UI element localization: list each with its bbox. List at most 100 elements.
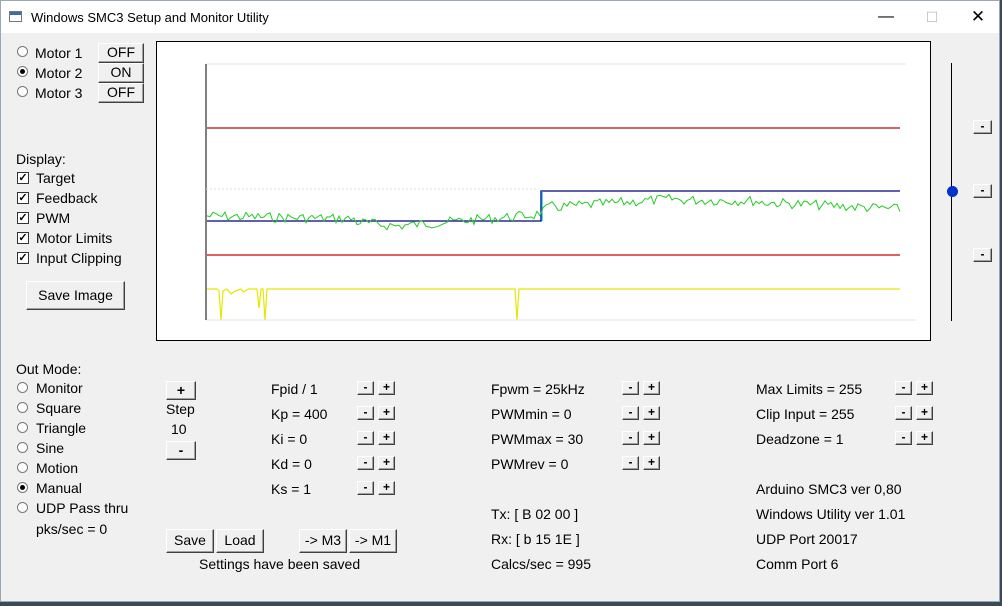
maximize-icon[interactable]: ☐ bbox=[925, 9, 939, 25]
kp-label: Kp = 400 bbox=[271, 406, 328, 422]
comm-port: Comm Port 6 bbox=[756, 556, 839, 572]
ks-minus-button[interactable]: - bbox=[357, 481, 374, 495]
pwmrev-plus-button[interactable]: + bbox=[643, 456, 660, 470]
pwm-checkbox[interactable]: ✓ bbox=[17, 212, 29, 224]
fpwm-minus-button[interactable]: - bbox=[622, 381, 639, 395]
title-bar: Windows SMC3 Setup and Monitor Utility —… bbox=[1, 1, 999, 33]
mode-triangle-radio[interactable] bbox=[17, 422, 28, 433]
feedback-trace bbox=[206, 193, 901, 231]
utility-version: Windows Utility ver 1.01 bbox=[756, 506, 906, 522]
mode-triangle-label: Triangle bbox=[36, 420, 87, 436]
app-icon bbox=[9, 11, 22, 22]
ki-label: Ki = 0 bbox=[271, 431, 308, 447]
kd-minus-button[interactable]: - bbox=[357, 456, 374, 470]
pwmmin-minus-button[interactable]: - bbox=[622, 406, 639, 420]
pwm-trace bbox=[207, 288, 900, 321]
ks-plus-button[interactable]: + bbox=[378, 481, 395, 495]
window-title: Windows SMC3 Setup and Monitor Utility bbox=[31, 10, 269, 25]
close-icon[interactable]: ✕ bbox=[970, 7, 986, 26]
copy-to-m1-button[interactable]: -> M1 bbox=[349, 529, 397, 553]
udp-port: UDP Port 20017 bbox=[756, 531, 858, 547]
feedback-label: Feedback bbox=[36, 190, 98, 206]
motor-3-radio[interactable] bbox=[17, 86, 28, 97]
pwmrev-label: PWMrev = 0 bbox=[491, 456, 569, 472]
step-increase-button[interactable]: + bbox=[166, 381, 196, 400]
motor-2-label: Motor 2 bbox=[35, 65, 83, 81]
fpwm-plus-button[interactable]: + bbox=[643, 381, 660, 395]
monitor-plot bbox=[156, 41, 931, 341]
mode-udp-label: UDP Pass thru bbox=[36, 500, 129, 516]
step-value: 10 bbox=[171, 421, 187, 437]
motor-2-radio[interactable] bbox=[17, 66, 28, 77]
clip-input-label: Clip Input = 255 bbox=[756, 406, 855, 422]
deadzone-plus-button[interactable]: + bbox=[916, 431, 933, 445]
scale-button-top[interactable]: - bbox=[973, 120, 992, 134]
mode-monitor-radio[interactable] bbox=[17, 382, 28, 393]
pwm-label: PWM bbox=[36, 210, 71, 226]
scale-button-bottom[interactable]: - bbox=[973, 248, 992, 262]
display-heading: Display: bbox=[16, 151, 66, 167]
rx-readout: Rx: [ b 15 1E ] bbox=[491, 531, 580, 547]
load-button[interactable]: Load bbox=[216, 529, 264, 553]
deadzone-minus-button[interactable]: - bbox=[895, 431, 912, 445]
target-label: Target bbox=[36, 170, 75, 186]
status-message: Settings have been saved bbox=[199, 556, 361, 572]
mode-motion-radio[interactable] bbox=[17, 462, 28, 473]
clip-input-plus-button[interactable]: + bbox=[916, 406, 933, 420]
mode-manual-label: Manual bbox=[36, 480, 82, 496]
kd-label: Kd = 0 bbox=[271, 456, 312, 472]
input-clipping-checkbox[interactable]: ✓ bbox=[17, 252, 29, 264]
save-image-button[interactable]: Save Image bbox=[26, 281, 125, 310]
copy-to-m3-button[interactable]: -> M3 bbox=[299, 529, 347, 553]
step-decrease-button[interactable]: - bbox=[166, 441, 196, 460]
scale-button-middle[interactable]: - bbox=[973, 184, 992, 198]
motor-3-toggle-button[interactable]: OFF bbox=[98, 83, 144, 103]
ki-minus-button[interactable]: - bbox=[357, 431, 374, 445]
motor-limits-checkbox[interactable]: ✓ bbox=[17, 232, 29, 244]
motor-1-toggle-button[interactable]: OFF bbox=[98, 43, 144, 63]
clip-input-minus-button[interactable]: - bbox=[895, 406, 912, 420]
ki-plus-button[interactable]: + bbox=[378, 431, 395, 445]
motor-1-label: Motor 1 bbox=[35, 45, 83, 61]
kd-plus-button[interactable]: + bbox=[378, 456, 395, 470]
feedback-checkbox[interactable]: ✓ bbox=[17, 192, 29, 204]
mode-monitor-label: Monitor bbox=[36, 380, 83, 396]
motor-2-toggle-button[interactable]: ON bbox=[98, 63, 144, 83]
arduino-version: Arduino SMC3 ver 0,80 bbox=[756, 481, 902, 497]
plot-canvas bbox=[205, 63, 916, 321]
pwmmax-label: PWMmax = 30 bbox=[491, 431, 584, 447]
mode-square-radio[interactable] bbox=[17, 402, 28, 413]
max-limits-label: Max Limits = 255 bbox=[756, 381, 863, 397]
packets-per-second: pks/sec = 0 bbox=[36, 521, 108, 537]
calcs-per-second: Calcs/sec = 995 bbox=[491, 556, 591, 572]
pwmrev-minus-button[interactable]: - bbox=[622, 456, 639, 470]
minimize-icon[interactable]: — bbox=[878, 8, 894, 25]
fpid-label: Fpid / 1 bbox=[271, 381, 318, 397]
kp-minus-button[interactable]: - bbox=[357, 406, 374, 420]
vertical-slider-thumb[interactable] bbox=[947, 186, 958, 197]
out-mode-heading: Out Mode: bbox=[16, 361, 82, 377]
kp-plus-button[interactable]: + bbox=[378, 406, 395, 420]
tx-readout: Tx: [ B 02 00 ] bbox=[491, 506, 579, 522]
fpid-minus-button[interactable]: - bbox=[357, 381, 374, 395]
pwmmin-plus-button[interactable]: + bbox=[643, 406, 660, 420]
fpwm-label: Fpwm = 25kHz bbox=[491, 381, 585, 397]
save-button[interactable]: Save bbox=[166, 529, 214, 553]
max-limits-minus-button[interactable]: - bbox=[895, 381, 912, 395]
deadzone-label: Deadzone = 1 bbox=[756, 431, 844, 447]
pwmmin-label: PWMmin = 0 bbox=[491, 406, 572, 422]
mode-sine-label: Sine bbox=[36, 440, 65, 456]
mode-sine-radio[interactable] bbox=[17, 442, 28, 453]
motor-1-radio[interactable] bbox=[17, 46, 28, 57]
mode-udp-radio[interactable] bbox=[17, 502, 28, 513]
mode-manual-radio[interactable] bbox=[17, 482, 28, 493]
max-limits-plus-button[interactable]: + bbox=[916, 381, 933, 395]
target-checkbox[interactable]: ✓ bbox=[17, 172, 29, 184]
pwmmax-minus-button[interactable]: - bbox=[622, 431, 639, 445]
input-clipping-label: Input Clipping bbox=[36, 250, 122, 266]
motor-limits-label: Motor Limits bbox=[36, 230, 113, 246]
motor-3-label: Motor 3 bbox=[35, 85, 83, 101]
fpid-plus-button[interactable]: + bbox=[378, 381, 395, 395]
pwmmax-plus-button[interactable]: + bbox=[643, 431, 660, 445]
